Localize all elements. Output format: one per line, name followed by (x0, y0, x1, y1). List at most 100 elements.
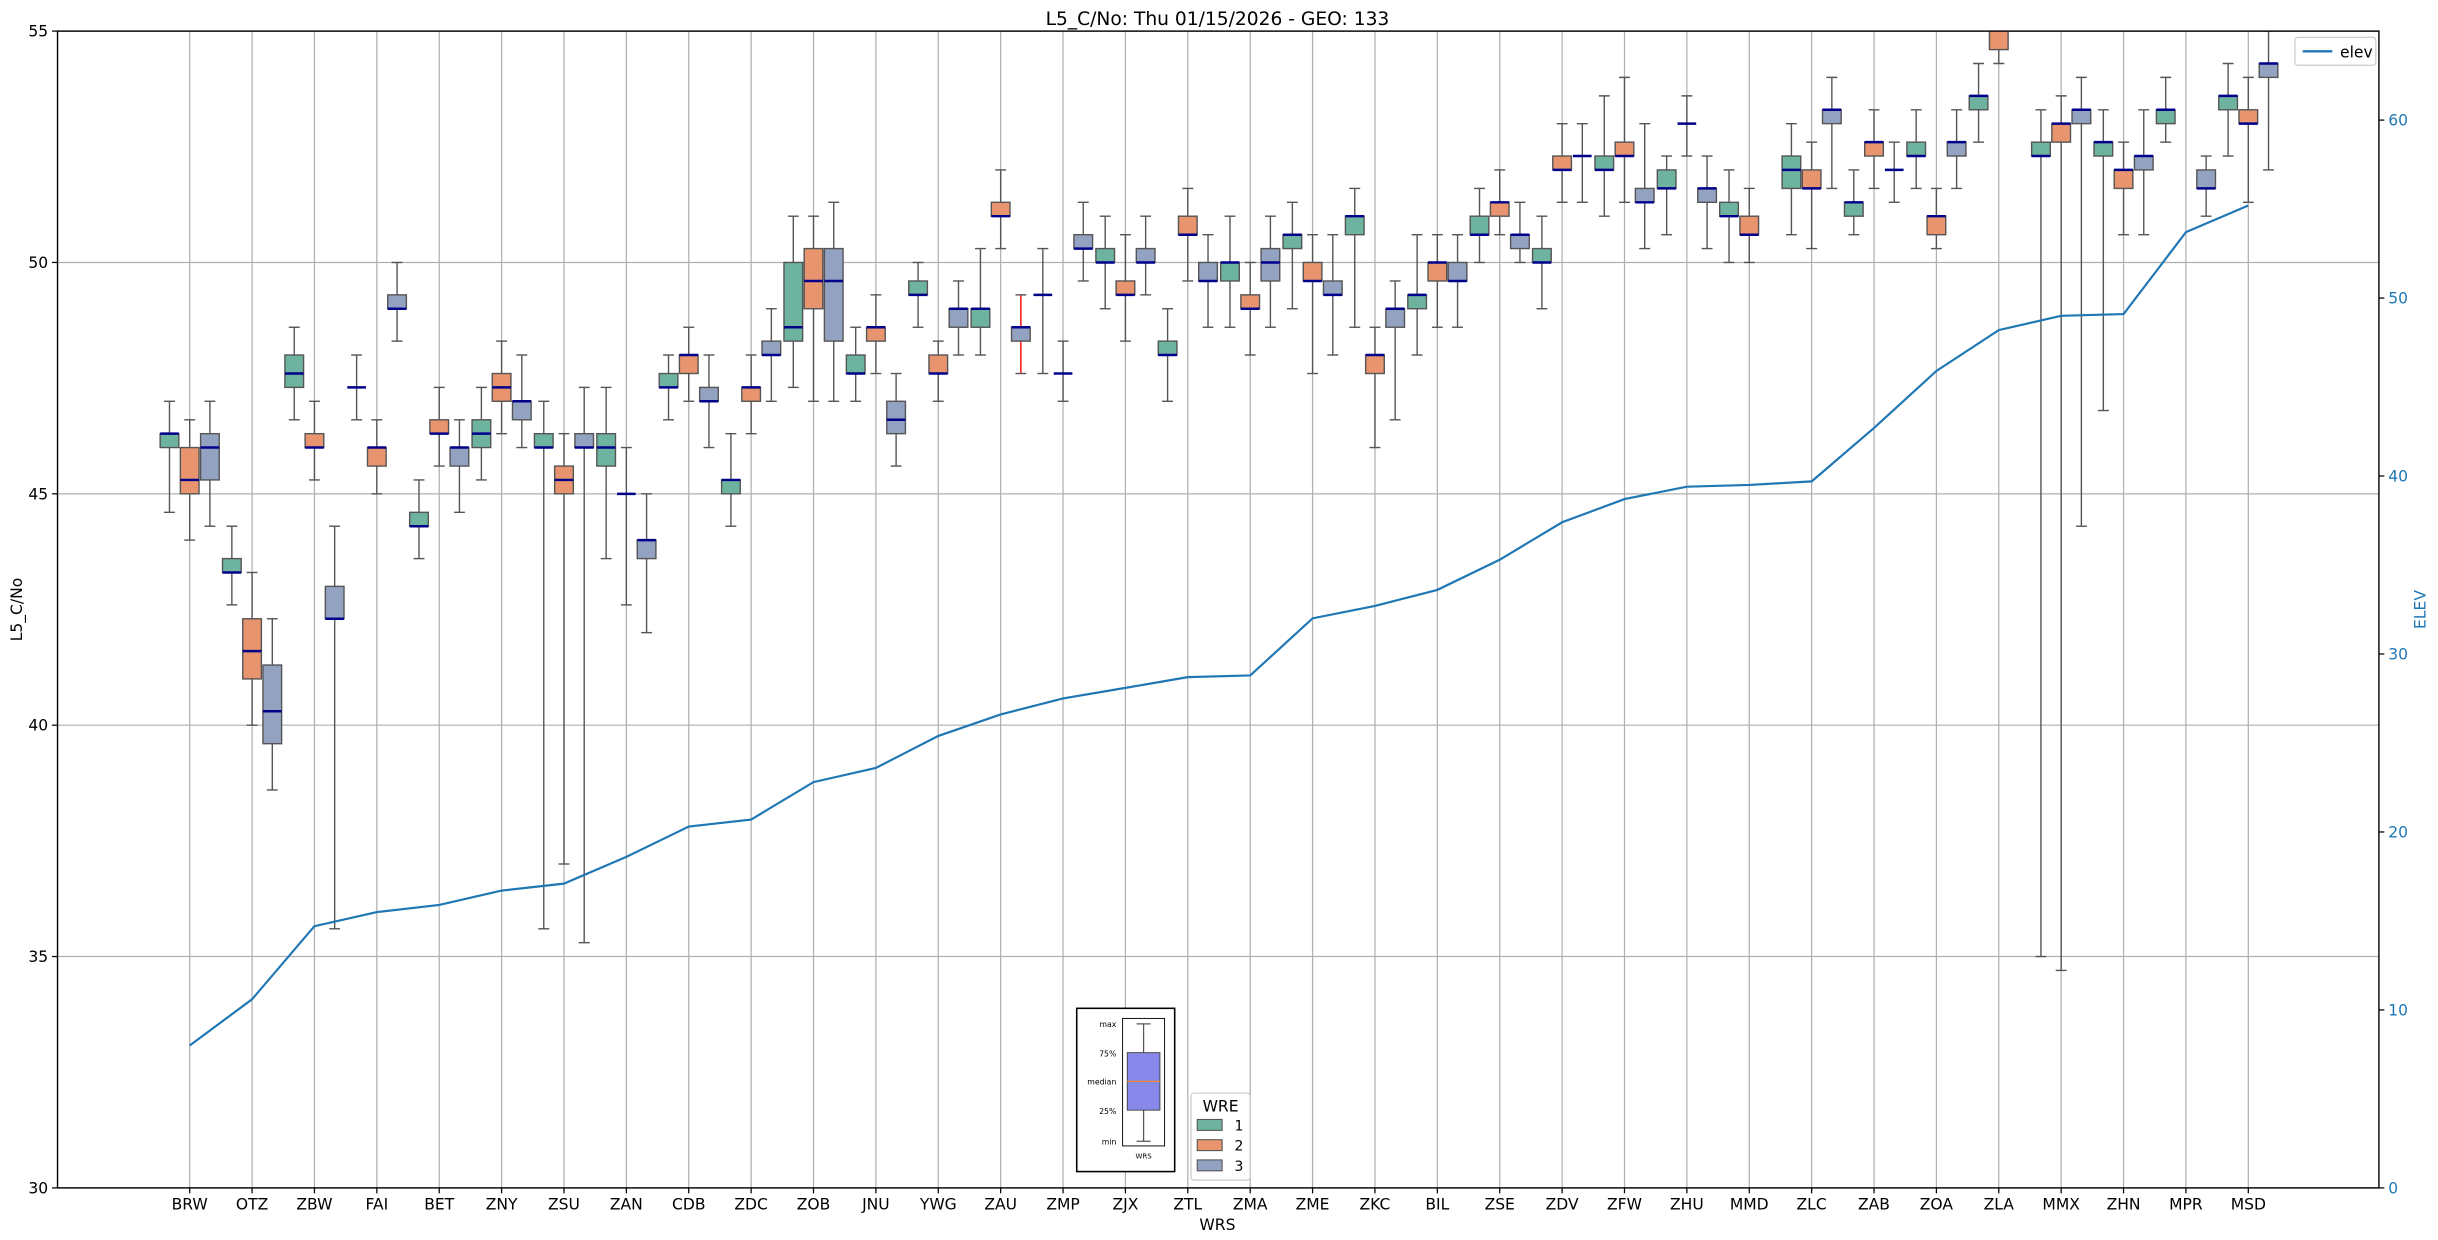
box-FAI-wre3 (387, 261, 408, 342)
box-ZOA-wre1 (1906, 109, 1927, 190)
box-JNU-wre1 (845, 326, 866, 402)
box-ZMA-wre1 (1219, 215, 1241, 328)
wre-legend-swatch-2 (1196, 1139, 1223, 1152)
iqr-box (2218, 95, 2239, 111)
x-tick-label: ZNY (486, 1196, 518, 1214)
iqr-box (741, 386, 762, 402)
box-ZNY-wre2 (491, 340, 512, 435)
box-BET-wre2 (429, 386, 450, 467)
iqr-box (159, 432, 180, 449)
iqr-box (324, 585, 345, 620)
x-axis-label: WRS (1199, 1216, 1235, 1234)
x-tick-label: ZHN (2107, 1196, 2141, 1214)
iqr-box (1469, 215, 1490, 236)
wre-legend-label-1: 1 (1235, 1118, 1244, 1134)
box-ZSU-wre2 (553, 432, 575, 865)
box-ZBW-wre1 (284, 326, 305, 421)
iqr-box (865, 326, 886, 342)
iqr-box (886, 400, 907, 435)
iqr-box (928, 354, 949, 375)
box-BRW-wre3 (199, 400, 220, 527)
box-OTZ-wre1 (221, 525, 242, 606)
iqr-box (1302, 261, 1323, 282)
iqr-box (636, 539, 657, 560)
y-tick-label: 35 (28, 948, 48, 966)
iqr-box (1344, 215, 1365, 236)
box-ZAU-wre2 (990, 169, 1011, 250)
iqr-box (284, 354, 305, 389)
iqr-box (1385, 308, 1406, 328)
box-MMD-wre2 (1739, 187, 1760, 264)
iqr-box (1697, 187, 1718, 204)
box-ZFW-wre3 (1634, 122, 1655, 250)
box-BIL-wre3 (1447, 233, 1468, 328)
box-ZTL-wre3 (1197, 233, 1219, 328)
box-MSD-wre1 (2218, 62, 2239, 157)
box-ZME-wre3 (1322, 233, 1343, 356)
x-tick-label: OTZ (236, 1196, 268, 1214)
iqr-box (1801, 169, 1822, 190)
wre-legend-swatch-1 (1196, 1118, 1223, 1131)
box-ZDC-wre1 (720, 432, 741, 527)
x-tick-label: ZLC (1797, 1196, 1827, 1214)
elev-legend: elev (2294, 36, 2377, 66)
y-tick-label: 40 (28, 717, 48, 735)
box-ZKC-wre1 (1344, 187, 1365, 328)
box-BRW-wre2 (179, 419, 200, 541)
box-ZDV-wre1 (1531, 215, 1552, 310)
box-YWG-wre1 (908, 261, 929, 328)
wre-legend-swatch-3 (1196, 1159, 1223, 1172)
iqr-box (720, 479, 741, 495)
iqr-box (2113, 169, 2134, 190)
iqr-box (1489, 201, 1510, 217)
box-ZAU-wre1 (970, 247, 991, 356)
box-ZDV-wre3 (1572, 122, 1592, 204)
y-axis-label: L5_C/No (8, 578, 27, 642)
box-MPR-wre1 (2155, 76, 2176, 143)
box-MMX-wre1 (2030, 109, 2051, 958)
iqr-box (1614, 141, 1635, 157)
wre-legend-label-2: 2 (1235, 1139, 1244, 1155)
iqr-box (783, 261, 804, 342)
y-right-tick-label: 60 (2388, 112, 2408, 130)
iqr-box (761, 340, 782, 356)
box-YWG-wre2 (928, 340, 949, 402)
iqr-box (408, 511, 430, 527)
x-tick-label: ZSU (548, 1196, 580, 1214)
iqr-box (1219, 261, 1241, 282)
x-tick-label: ZOB (797, 1196, 831, 1214)
box-ZAN-wre2 (617, 446, 636, 606)
iqr-box (1863, 141, 1885, 157)
box-ZHN-wre2 (2113, 141, 2134, 236)
key-label-min: min (1102, 1137, 1117, 1146)
iqr-box (1821, 109, 1842, 125)
box-CDB-wre1 (658, 354, 679, 421)
x-tick-label: ZAN (610, 1196, 643, 1214)
y-right-tick-label: 30 (2388, 645, 2408, 663)
x-tick-label: ZME (1296, 1196, 1330, 1214)
box-ZAU-wre3 (1010, 294, 1031, 375)
iqr-box (1447, 261, 1468, 282)
box-MSD-wre2 (2238, 76, 2259, 204)
x-tick-label: CDB (672, 1196, 705, 1214)
iqr-box (511, 400, 532, 421)
box-MPR-wre3 (2196, 155, 2217, 217)
box-ZSU-wre1 (533, 400, 554, 930)
box-ZHN-wre3 (2133, 109, 2154, 236)
y-tick-label: 55 (28, 23, 48, 41)
iqr-box (262, 664, 283, 745)
box-MMX-wre2 (2051, 95, 2072, 972)
x-tick-label: ZMA (1233, 1196, 1268, 1214)
grid (57, 30, 2379, 1189)
box-ZFW-wre2 (1614, 76, 1635, 204)
box-JNU-wre2 (865, 294, 886, 375)
box-JNU-wre3 (886, 372, 907, 467)
iqr-box (221, 557, 242, 574)
axes: 30 35 40 45 50 55 0 10 20 30 40 50 60 BRW OTZ ZBW FAI BET… (28, 23, 2408, 1214)
y-axis-right-label: ELEV (2412, 590, 2430, 629)
x-tick-label: ZAB (1858, 1196, 1890, 1214)
box-MMX-wre3 (2071, 76, 2092, 527)
iqr-box (970, 308, 991, 328)
iqr-box (1926, 215, 1947, 236)
iqr-box (2196, 169, 2217, 190)
